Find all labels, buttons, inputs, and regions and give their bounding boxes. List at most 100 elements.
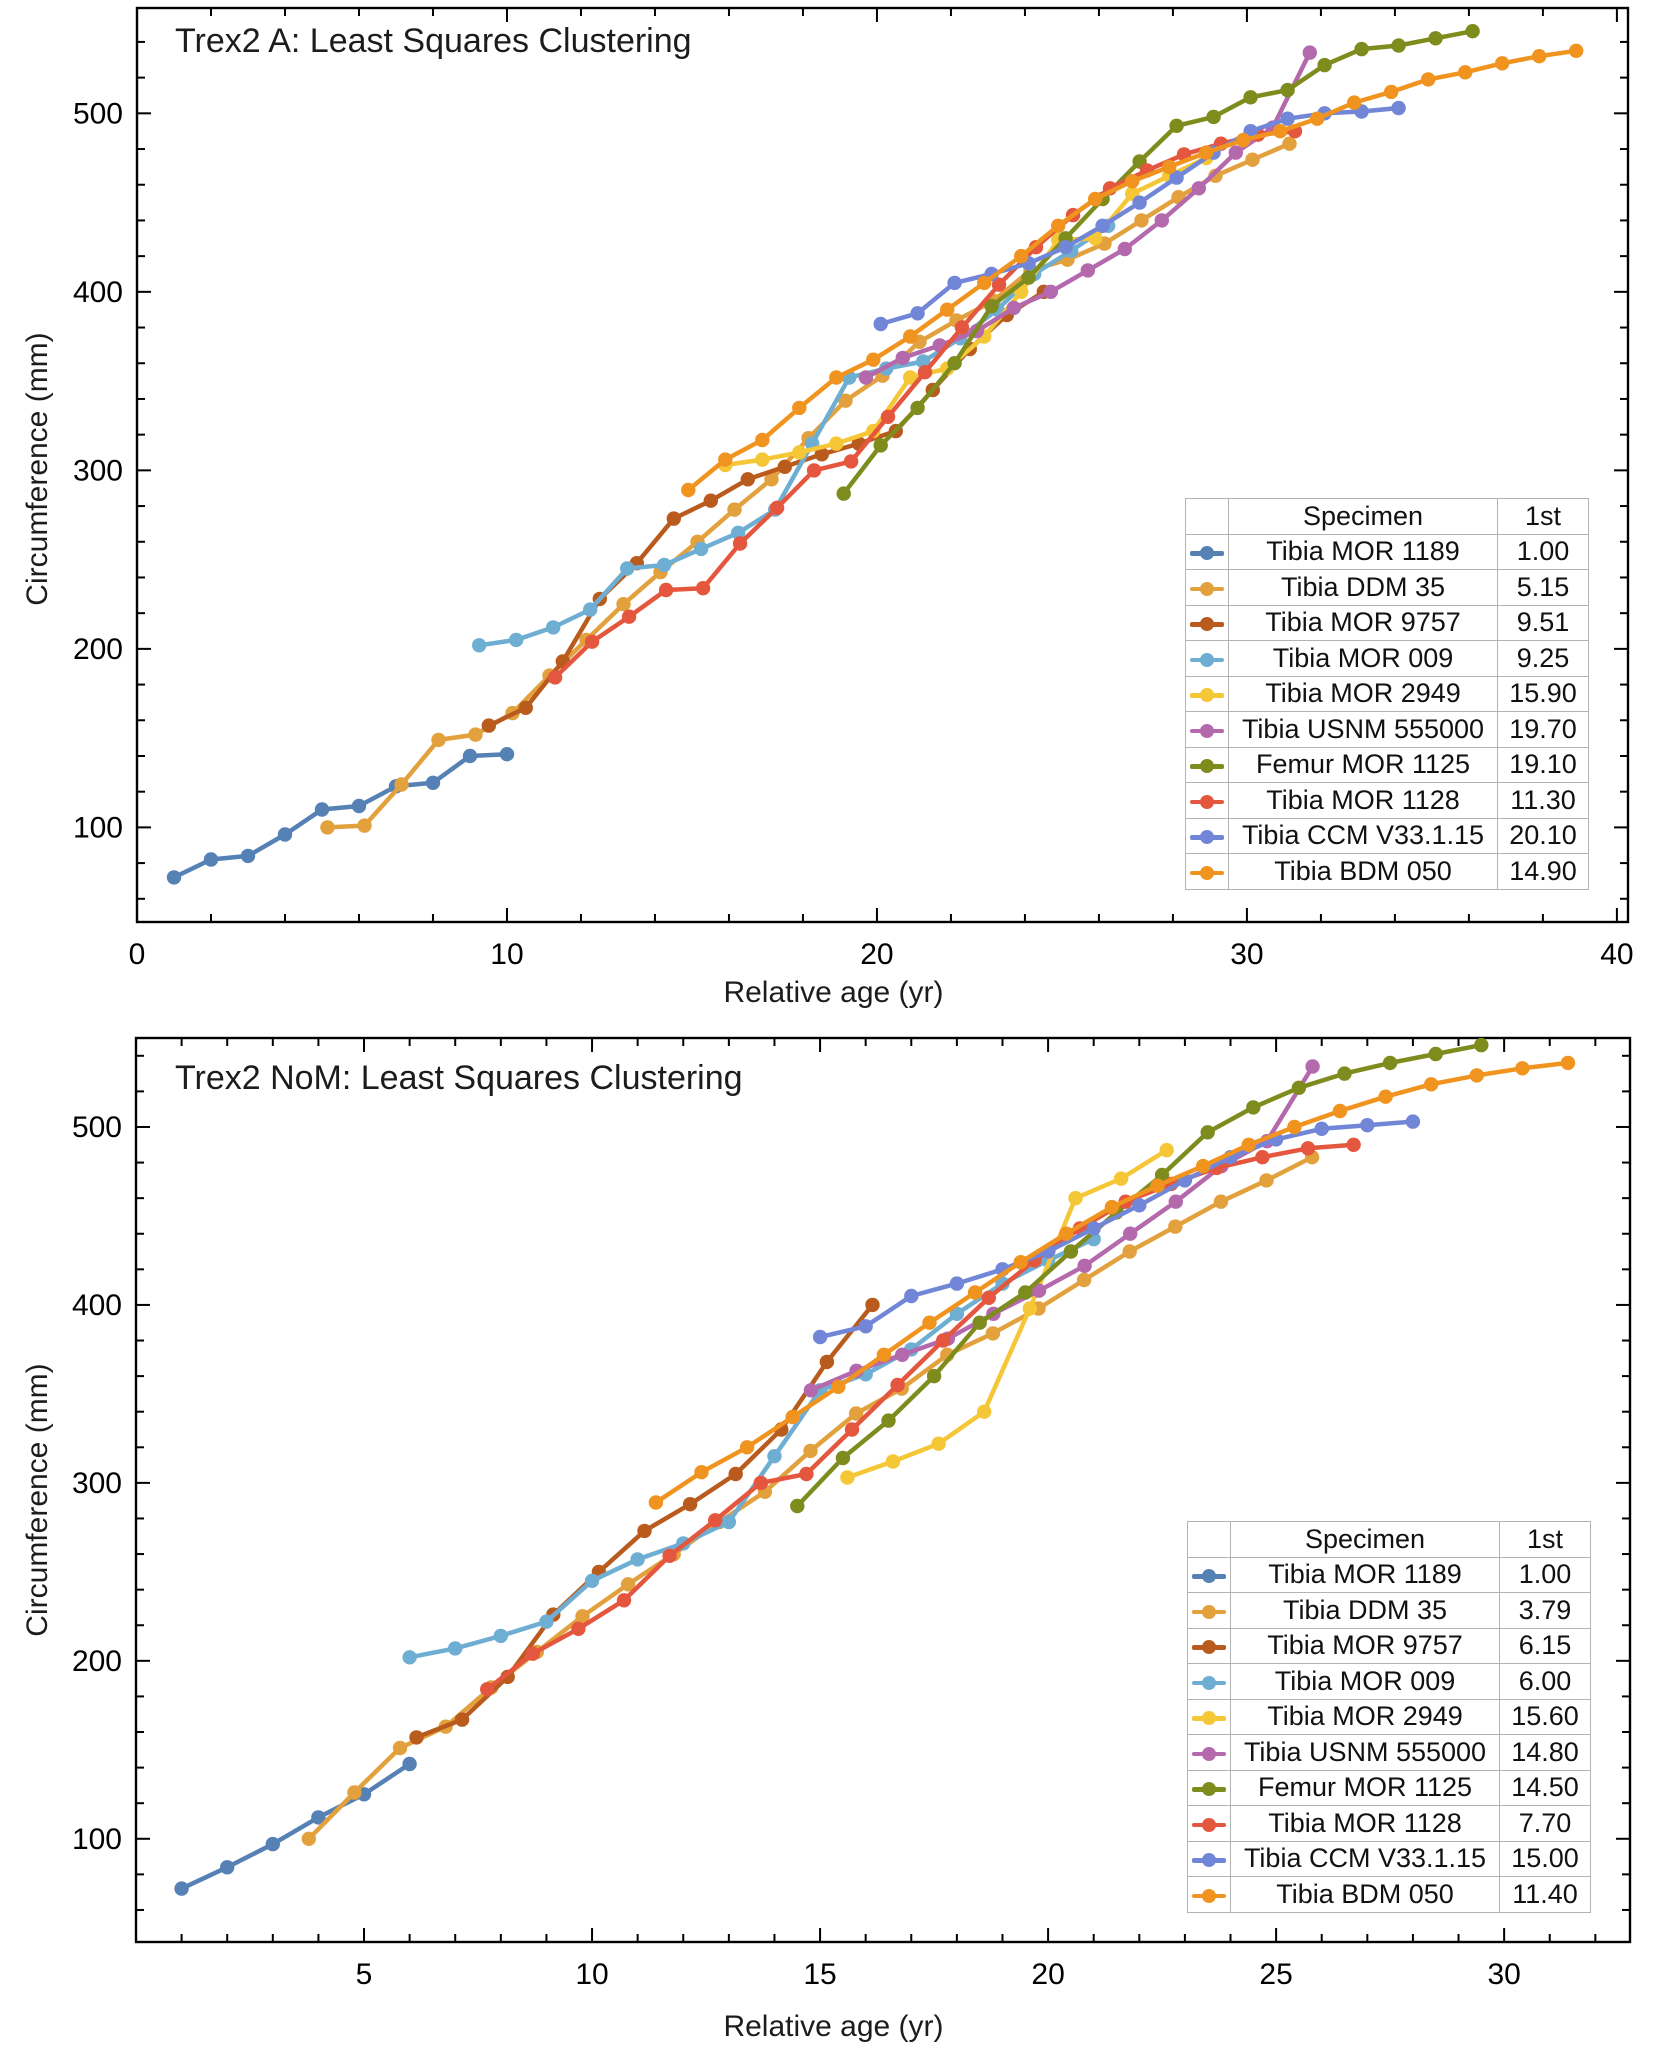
data-point xyxy=(1169,170,1184,185)
data-point xyxy=(620,1577,636,1592)
series-line-tibia-ddm-35 xyxy=(307,1155,1314,1841)
legend-swatch-cell xyxy=(1185,569,1229,606)
data-point xyxy=(728,1466,743,1482)
data-point xyxy=(1282,136,1297,151)
data-point xyxy=(1199,145,1214,160)
data-point xyxy=(1255,1150,1270,1165)
legend-specimen-name: Femur MOR 1125 xyxy=(1228,746,1498,783)
legend-specimen-name: Tibia DDM 35 xyxy=(1230,1592,1500,1629)
data-point xyxy=(166,870,182,885)
data-point xyxy=(1382,1055,1398,1071)
data-point xyxy=(637,1523,652,1539)
legend-swatch-cell xyxy=(1187,1663,1231,1700)
legend-row: Tibia DDM 35 5.15 xyxy=(1185,569,1589,606)
legend-row: Tibia MOR 1189 1.00 xyxy=(1187,1556,1591,1593)
legend-row: Tibia DDM 35 3.79 xyxy=(1187,1592,1591,1629)
data-point xyxy=(546,620,561,635)
data-point xyxy=(1273,124,1288,139)
data-point xyxy=(708,1513,723,1528)
series-marker-icon xyxy=(1190,723,1224,739)
data-point xyxy=(695,581,711,596)
series-dot-swatch xyxy=(1200,581,1214,596)
x-tick-label: 40 xyxy=(1600,938,1633,971)
data-point xyxy=(903,370,918,385)
series-marker-icon xyxy=(1190,581,1224,597)
data-point xyxy=(1018,1285,1033,1300)
legend-first-value: 9.25 xyxy=(1497,640,1589,677)
data-point xyxy=(1043,284,1059,299)
data-point xyxy=(1458,65,1473,80)
data-point xyxy=(525,1646,540,1661)
legend-first-value: 11.40 xyxy=(1499,1876,1591,1913)
data-point xyxy=(1077,1258,1092,1273)
x-axis-label-trex2-a: Relative age (yr) xyxy=(723,976,944,1009)
x-tick-label: 10 xyxy=(490,938,523,971)
data-point xyxy=(265,1836,280,1852)
series-dot-swatch xyxy=(1200,794,1214,809)
y-tick-label: 200 xyxy=(73,633,123,666)
data-point xyxy=(1515,1061,1530,1076)
data-point xyxy=(1095,218,1110,233)
data-point xyxy=(1354,41,1369,57)
legend-header-row: Specimen 1st xyxy=(1185,498,1589,535)
data-point xyxy=(662,1548,677,1563)
data-point xyxy=(819,1354,835,1370)
data-point xyxy=(972,1315,987,1330)
y-tick-label: 300 xyxy=(72,1467,122,1500)
data-point xyxy=(1378,1089,1393,1104)
data-point xyxy=(1302,45,1318,60)
legend-row: Tibia MOR 2949 15.90 xyxy=(1185,675,1589,712)
data-point xyxy=(858,370,874,385)
legend-specimen-name: Tibia MOR 009 xyxy=(1228,640,1498,677)
series-dot-swatch xyxy=(1202,1711,1216,1726)
legend-first-value: 6.00 xyxy=(1499,1663,1591,1700)
data-point xyxy=(1122,1244,1137,1259)
data-point xyxy=(616,597,631,612)
data-point xyxy=(1213,1194,1229,1209)
data-point xyxy=(1243,90,1258,105)
data-point xyxy=(1428,31,1443,46)
data-point xyxy=(571,1621,586,1636)
data-point xyxy=(732,536,748,551)
data-point xyxy=(785,1409,800,1425)
data-point xyxy=(904,1288,919,1304)
legend-swatch-cell xyxy=(1187,1769,1231,1806)
data-point xyxy=(1117,241,1133,257)
legend-row: Tibia BDM 050 14.90 xyxy=(1185,853,1589,890)
data-point xyxy=(890,1377,905,1393)
data-point xyxy=(790,1498,805,1514)
data-point xyxy=(881,1413,896,1428)
data-point xyxy=(1532,49,1547,64)
data-point xyxy=(838,393,853,408)
data-point xyxy=(755,432,770,448)
series-dot-swatch xyxy=(1200,865,1214,880)
data-point xyxy=(917,365,933,380)
legend-row: Tibia CCM V33.1.15 15.00 xyxy=(1187,1840,1591,1877)
data-point xyxy=(1346,1137,1361,1152)
data-point xyxy=(509,632,524,648)
data-point xyxy=(472,638,487,653)
data-point xyxy=(1305,1059,1320,1074)
data-point xyxy=(1022,1301,1037,1316)
legend-swatch-cell xyxy=(1187,1627,1231,1664)
legend-row: Tibia MOR 9757 9.51 xyxy=(1185,604,1589,641)
data-point xyxy=(926,1368,942,1384)
data-point xyxy=(1245,152,1260,167)
data-point xyxy=(1195,1158,1211,1174)
data-point xyxy=(843,454,859,469)
series-dot-swatch xyxy=(1202,1604,1216,1619)
data-point xyxy=(1347,95,1362,110)
y-tick-label: 200 xyxy=(72,1645,122,1678)
data-point xyxy=(481,718,496,733)
data-point xyxy=(1391,38,1406,53)
data-point xyxy=(1059,1226,1074,1241)
legend-row: Tibia USNM 555000 19.70 xyxy=(1185,711,1589,748)
series-line-tibia-ddm-35 xyxy=(327,141,1291,830)
data-point xyxy=(462,748,478,764)
data-point xyxy=(731,525,746,540)
data-point xyxy=(858,1319,873,1334)
legend-first-value: 15.00 xyxy=(1499,1840,1591,1877)
data-point xyxy=(666,511,681,526)
data-point xyxy=(1191,181,1207,196)
data-point xyxy=(840,1470,855,1485)
